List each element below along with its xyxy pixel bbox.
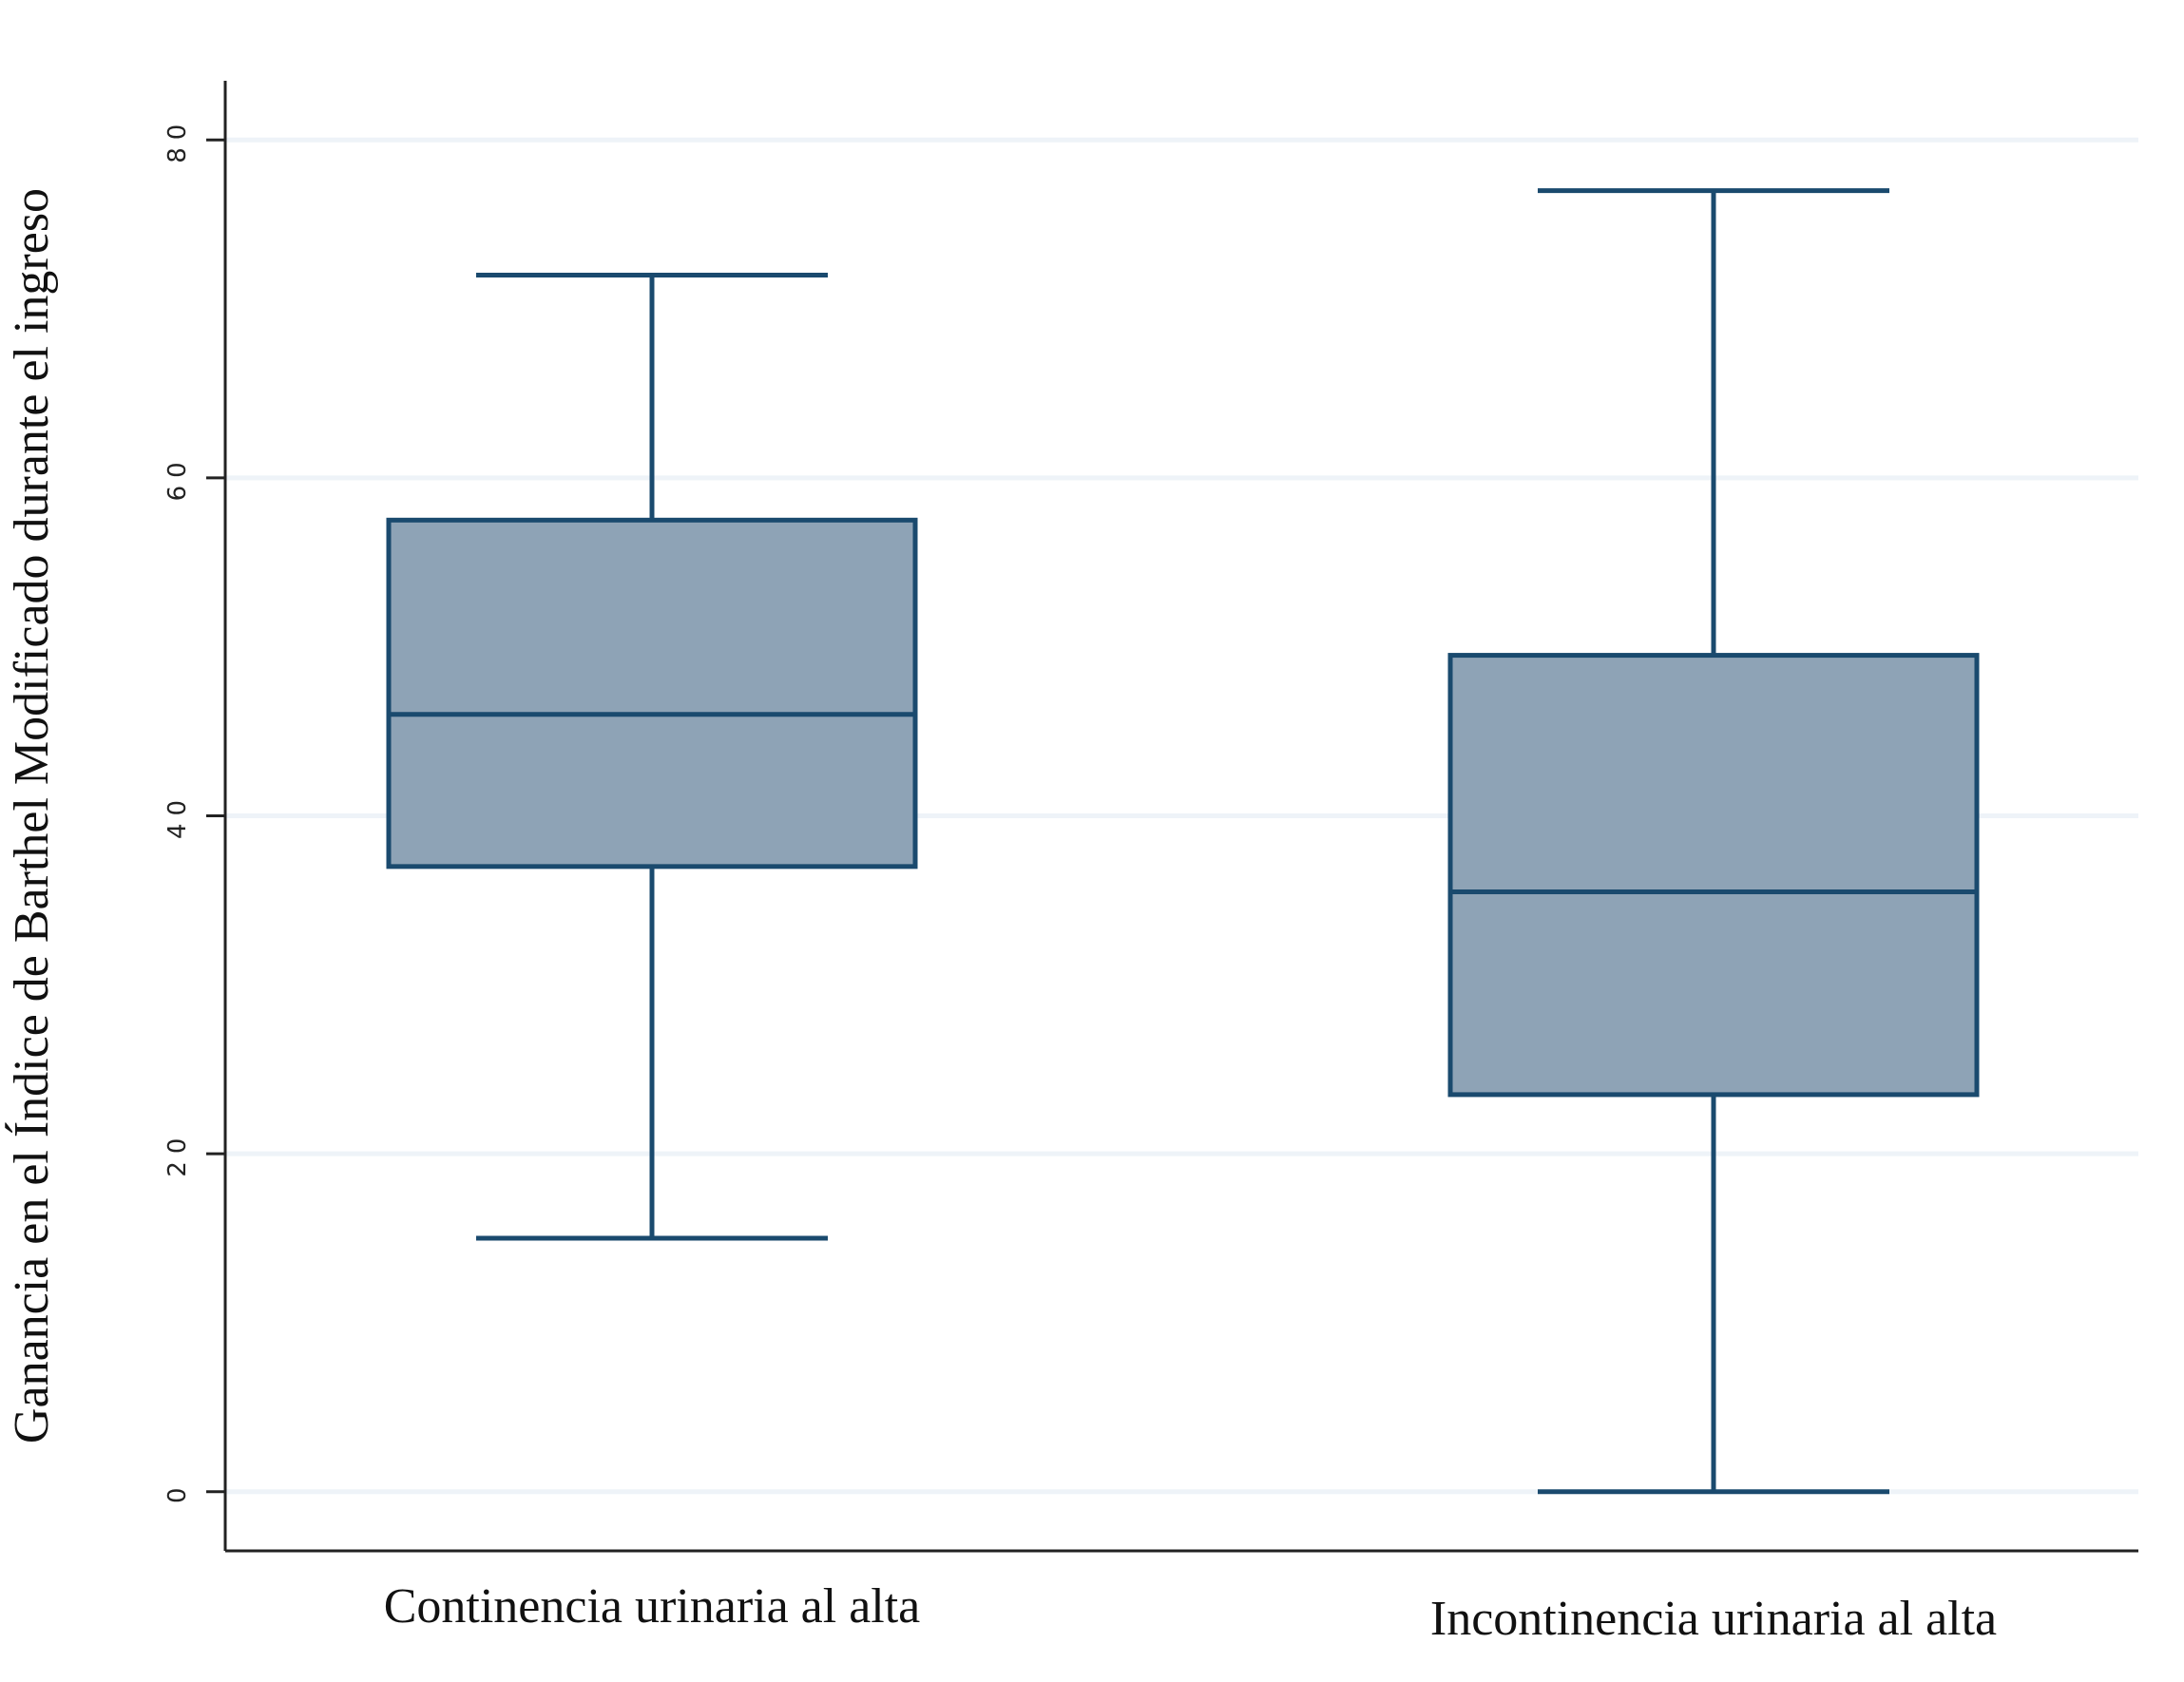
labels: 0 20 40 60 80 Continencia urinaria al alta Inc… <box>4 117 1997 1646</box>
y-axis-title: Ganancia en el Índice de Barthel Modific… <box>4 188 59 1443</box>
iqr-box <box>386 517 918 870</box>
box-group-2 <box>1447 188 1980 1495</box>
boxes <box>386 188 1980 1495</box>
y-tick-label-0: 0 <box>163 1480 192 1503</box>
y-tick-label-60: 60 <box>163 454 192 501</box>
iqr-box <box>1447 653 1980 1098</box>
category-label-2: Incontinencia urinaria al alta <box>1430 1592 1997 1646</box>
category-label-1: Continencia urinaria al alta <box>384 1579 921 1634</box>
y-tick-label-80: 80 <box>163 117 192 163</box>
y-tick-label-40: 40 <box>163 793 192 839</box>
box-group-1 <box>386 272 918 1241</box>
axes <box>206 81 2138 1553</box>
y-tick-label-20: 20 <box>163 1131 192 1177</box>
